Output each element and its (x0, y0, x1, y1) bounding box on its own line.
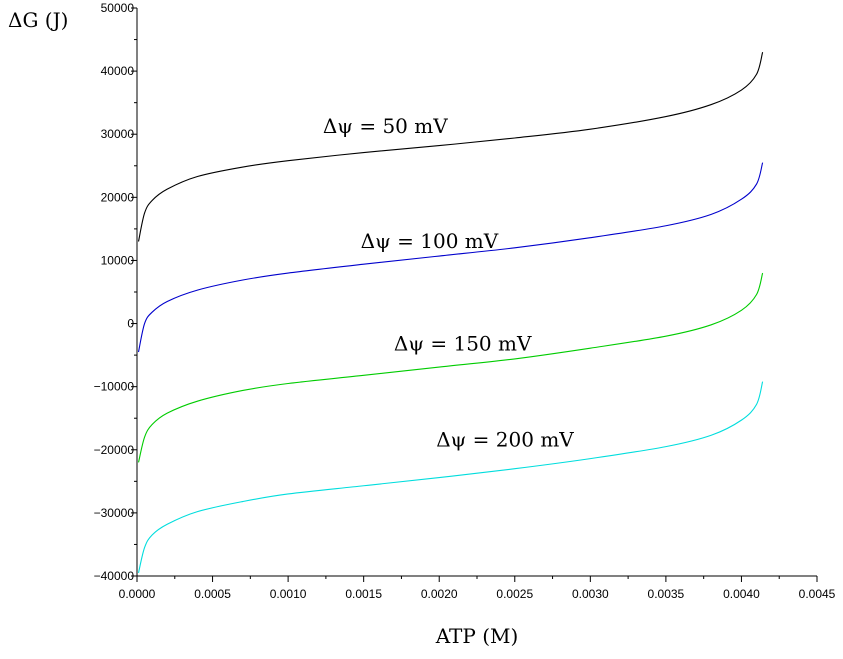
series-line-1 (137, 52, 764, 242)
y-tick-label: −30000 (94, 506, 135, 520)
x-tick-label: 0.0015 (345, 587, 382, 601)
x-tick-label: 0.0000 (119, 587, 156, 601)
y-tick-label: 20000 (101, 190, 135, 204)
series-label-2: Δψ = 100 mV (361, 229, 499, 253)
y-tick-label: 0 (127, 317, 134, 331)
y-tick-label: 30000 (101, 127, 135, 141)
y-tick-label: 50000 (101, 1, 135, 15)
y-tick-label: −40000 (94, 569, 135, 583)
y-tick-label: −10000 (94, 380, 135, 394)
x-ticks: 0.0000 0.0005 0.0010 0.0015 0.0020 0.0025 0.00… (119, 576, 836, 601)
x-tick-label: 0.0025 (496, 587, 533, 601)
series-line-3 (137, 272, 764, 463)
x-tick-label: 0.0030 (572, 587, 609, 601)
plot-area (136, 8, 817, 577)
y-tick-label: 10000 (101, 253, 135, 267)
y-axis-title: ΔG (J) (8, 8, 68, 32)
x-axis-title: ATP (M) (435, 624, 519, 648)
x-tick-label: 0.0010 (270, 587, 307, 601)
x-tick-label: 0.0020 (421, 587, 458, 601)
series-lines (137, 52, 764, 573)
x-tick-label: 0.0005 (194, 587, 231, 601)
y-tick-label: −20000 (94, 443, 135, 457)
x-tick-label: 0.0040 (723, 587, 760, 601)
x-tick-label: 0.0045 (799, 587, 836, 601)
x-tick-label: 0.0035 (648, 587, 685, 601)
y-tick-label: 40000 (101, 64, 135, 78)
series-label-1: Δψ = 50 mV (323, 114, 448, 138)
y-ticks: −40000 −30000 −20000 −10000 0 10000 20000 30000… (94, 1, 137, 583)
series-label-4: Δψ = 200 mV (436, 428, 574, 452)
series-line-4 (137, 381, 764, 573)
series-line-2 (137, 162, 764, 353)
series-label-3: Δψ = 150 mV (394, 332, 532, 356)
series-labels: Δψ = 50 mV Δψ = 100 mV Δψ = 150 mV Δψ = 200… (323, 114, 574, 452)
